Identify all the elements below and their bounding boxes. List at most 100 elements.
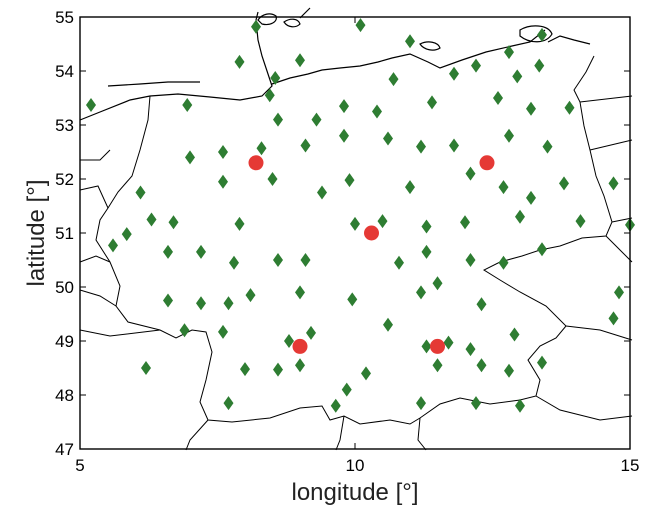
island-coast [107, 13, 301, 87]
station-diamond [300, 138, 311, 153]
station-diamond [240, 362, 250, 377]
station-diamond [339, 128, 349, 143]
station-diamond [421, 244, 432, 259]
station-diamond [515, 209, 525, 224]
y-axis-label: latitude [°] [23, 180, 50, 287]
station-diamond [421, 219, 432, 234]
station-diamond [218, 174, 228, 189]
border-south [79, 235, 633, 451]
station-diamond [388, 72, 399, 87]
station-diamond [476, 358, 487, 373]
x-tick-label: 5 [75, 456, 84, 475]
station-diamond [330, 398, 341, 413]
station-diamond [432, 276, 443, 291]
station-diamond [264, 88, 275, 103]
site-circle [479, 155, 495, 171]
station-diamond [534, 58, 545, 73]
station-diamond [512, 69, 523, 84]
station-diamond [284, 334, 294, 348]
station-diamonds [86, 18, 635, 413]
station-diamond [537, 242, 547, 257]
station-diamond [471, 58, 481, 73]
station-diamond [361, 366, 371, 381]
station-diamond [564, 100, 575, 115]
y-tick-label: 49 [55, 332, 74, 351]
station-diamond [295, 358, 305, 373]
station-diamond [465, 342, 476, 357]
station-diamond [493, 91, 503, 105]
station-diamond [383, 317, 393, 332]
x-tick-label: 15 [621, 456, 640, 475]
station-diamond [504, 128, 514, 143]
station-diamond [421, 339, 432, 354]
station-diamond [449, 66, 459, 81]
y-tick-label: 48 [55, 386, 74, 405]
border-netherlands-belgium [79, 149, 117, 307]
station-diamond [251, 19, 261, 34]
station-diamond [405, 34, 415, 49]
station-diamond [182, 98, 193, 113]
station-diamond [476, 297, 487, 312]
station-diamond [515, 398, 525, 413]
x-axis-label: longitude [°] [291, 479, 418, 506]
station-diamond [196, 244, 206, 259]
station-diamond [218, 145, 228, 159]
station-diamond [405, 180, 415, 195]
site-circle [292, 338, 308, 354]
axis-ticks: 5 10 15 47 48 49 50 51 52 53 54 55 [55, 8, 639, 475]
station-diamond [537, 355, 547, 370]
station-diamond [575, 214, 586, 229]
station-diamond [196, 296, 206, 311]
site-circle [248, 155, 264, 171]
y-tick-label: 50 [55, 278, 74, 297]
station-diamond [350, 216, 360, 231]
y-tick-label: 52 [55, 170, 74, 189]
site-circles [248, 155, 495, 354]
station-diamond [218, 324, 228, 339]
station-diamond [300, 253, 311, 267]
station-diamond [449, 138, 459, 153]
station-diamond [168, 215, 179, 230]
station-diamond [179, 323, 190, 338]
station-diamond [339, 99, 349, 114]
site-circle [364, 225, 379, 241]
y-tick-label: 55 [55, 8, 74, 27]
station-diamond [526, 190, 536, 205]
station-diamond [223, 296, 234, 311]
station-diamond [344, 173, 355, 188]
station-diamond [542, 139, 553, 154]
station-diamond [427, 95, 437, 110]
station-diamond [432, 358, 443, 373]
station-diamond [273, 362, 283, 377]
station-diamond [295, 53, 305, 68]
station-diamond [355, 18, 366, 33]
plot-area [79, 7, 633, 451]
station-diamond [341, 382, 352, 397]
station-diamond [416, 139, 426, 154]
baltic-islands [419, 25, 591, 51]
station-diamond [509, 327, 520, 342]
station-diamond [146, 212, 157, 227]
station-diamond [416, 396, 426, 411]
station-diamond [526, 101, 536, 116]
station-diamond [223, 396, 234, 411]
station-diamond [443, 335, 454, 350]
x-tick-label: 10 [346, 456, 365, 475]
station-diamond [86, 98, 96, 113]
station-diamond [347, 292, 358, 307]
station-diamond [245, 288, 256, 303]
station-diamond [273, 112, 283, 127]
y-tick-label: 53 [55, 116, 74, 135]
station-diamond [465, 253, 476, 267]
station-diamond [163, 293, 173, 308]
station-diamond [559, 176, 569, 191]
site-circle [430, 338, 445, 354]
station-diamond [317, 185, 327, 200]
y-tick-label: 51 [55, 224, 74, 243]
station-diamond [498, 255, 509, 270]
station-diamond [465, 166, 476, 181]
station-diamond [163, 244, 173, 259]
station-diamond [267, 172, 278, 186]
